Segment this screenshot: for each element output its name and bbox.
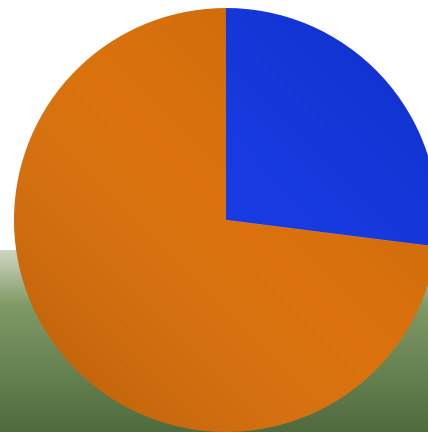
pie xyxy=(14,8,428,432)
pie-slice xyxy=(226,8,428,246)
